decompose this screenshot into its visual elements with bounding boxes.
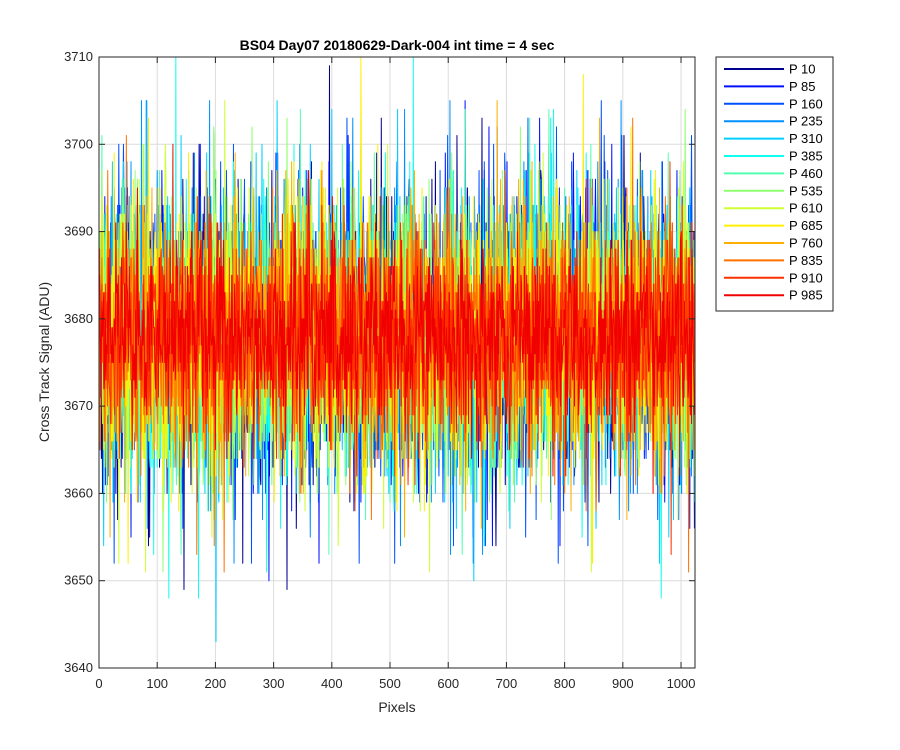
x-tick-label: 0 (95, 676, 102, 691)
y-tick-label: 3670 (64, 398, 93, 413)
x-tick-label: 700 (496, 676, 518, 691)
legend-label: P 910 (789, 270, 823, 285)
y-tick-label: 3710 (64, 49, 93, 64)
legend-label: P 385 (789, 149, 823, 164)
y-tick-label: 3660 (64, 485, 93, 500)
legend-label: P 160 (789, 96, 823, 111)
legend-label: P 235 (789, 114, 823, 129)
y-axis-label: Cross Track Signal (ADU) (36, 282, 52, 442)
legend: P 10 P 85 P 160 P 235 P 310 P 385 P 460 P 535 P … (715, 56, 834, 312)
legend-label: P 685 (789, 218, 823, 233)
y-tick-label: 3680 (64, 311, 93, 326)
y-tick-label: 3640 (64, 660, 93, 675)
y-tick-label: 3690 (64, 224, 93, 239)
series-group (99, 57, 695, 643)
legend-label: P 85 (789, 79, 816, 94)
legend-label: P 610 (789, 201, 823, 216)
x-axis: 0 100 200 300 400 500 600 700 800 900 1000 (95, 57, 695, 691)
x-tick-label: 600 (437, 676, 459, 691)
legend-label: P 535 (789, 183, 823, 198)
x-tick-label: 100 (146, 676, 168, 691)
y-axis: 3640 3650 3660 3670 3680 3690 3700 3710 (64, 49, 695, 675)
legend-label: P 460 (789, 166, 823, 181)
chart-title: BS04 Day07 20180629-Dark-004 int time = … (240, 37, 555, 53)
legend-label: P 760 (789, 236, 823, 251)
legend-label: P 10 (789, 62, 816, 77)
x-tick-label: 1000 (667, 676, 696, 691)
x-tick-label: 300 (263, 676, 285, 691)
y-tick-label: 3700 (64, 136, 93, 151)
legend-label: P 310 (789, 131, 823, 146)
x-tick-label: 500 (379, 676, 401, 691)
x-tick-label: 800 (554, 676, 576, 691)
legend-items: P 10 P 85 P 160 P 235 P 310 P 385 P 460 P 535 P … (724, 62, 823, 303)
series-line-p985 (99, 169, 695, 494)
x-tick-label: 400 (321, 676, 343, 691)
x-tick-label: 200 (205, 676, 227, 691)
legend-box (715, 56, 834, 312)
y-tick-label: 3650 (64, 573, 93, 588)
legend-label: P 985 (789, 288, 823, 303)
plot-frame (98, 56, 696, 669)
x-tick-label: 900 (612, 676, 634, 691)
series-line-p910 (99, 143, 695, 556)
x-axis-label: Pixels (378, 699, 415, 715)
legend-label: P 835 (789, 253, 823, 268)
